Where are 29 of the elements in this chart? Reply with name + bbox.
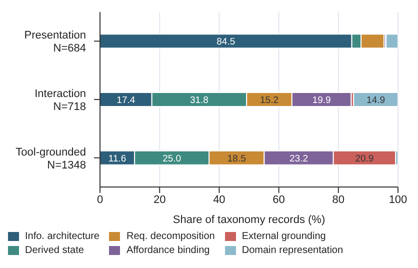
x-tick-label: 0: [96, 194, 104, 206]
data-label: 31.8: [190, 95, 208, 106]
legend-label: Affordance binding: [125, 245, 211, 256]
data-label: 19.9: [312, 95, 331, 106]
legend-label: Req. decomposition: [125, 231, 215, 242]
data-label: 20.9: [355, 153, 374, 164]
legend-label: Info. architecture: [24, 231, 100, 242]
x-tick-label: 60: [272, 194, 285, 206]
x-tick-label: 80: [332, 194, 345, 206]
data-label: 11.6: [108, 153, 126, 164]
bar: [353, 92, 398, 107]
data-label: 15.2: [260, 95, 279, 106]
legend-label: Domain representation: [240, 245, 344, 256]
data-label: 84.5: [216, 36, 236, 48]
bar: [386, 34, 398, 49]
data-label: 25.0: [162, 153, 182, 164]
y-tick-label: Presentation N=684: [24, 30, 86, 55]
y-tick-label: Tool-grounded N=1348: [16, 146, 86, 172]
x-tick-label: 40: [213, 194, 226, 206]
data-label: 14.9: [366, 95, 386, 106]
y-tick-label: Interaction N=718: [34, 88, 86, 113]
x-tick-label: 100: [388, 194, 408, 206]
x-tick-label: 20: [153, 194, 166, 206]
data-label: 18.5: [227, 153, 246, 164]
data-label: 17.4: [116, 95, 136, 106]
legend-label: Derived state: [24, 245, 85, 256]
x-axis-title: Share of taxonomy records (%): [172, 214, 326, 226]
data-label: 23.2: [290, 153, 308, 164]
legend-label: External grounding: [240, 231, 327, 242]
